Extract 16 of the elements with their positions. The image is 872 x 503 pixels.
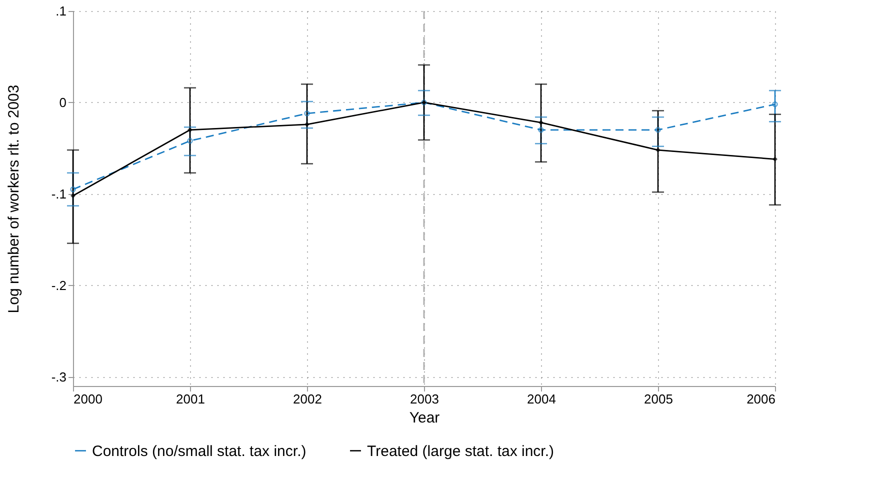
y-tick-label: -.3 <box>51 369 66 384</box>
x-tick-label: 2004 <box>527 392 556 406</box>
x-tick-label: 2000 <box>74 392 102 406</box>
x-tick-label: 2003 <box>410 392 439 406</box>
legend-label: Treated (large stat. tax incr.) <box>367 442 554 460</box>
y-tick-label: -.1 <box>51 186 66 202</box>
x-tick-label: 2005 <box>644 392 673 406</box>
x-tick-label: 2006 <box>746 392 776 406</box>
x-axis-title: Year <box>409 410 440 426</box>
y-tick-label: .1 <box>56 4 66 18</box>
y-tick-label: -.2 <box>51 278 66 293</box>
y-tick-label: 0 <box>59 94 66 110</box>
legend-label: Controls (no/small stat. tax incr.) <box>92 442 306 460</box>
x-tick-label: 2001 <box>176 392 205 406</box>
x-tick-label: 2002 <box>293 392 322 406</box>
y-axis-title: Log number of workers rlt. to 2003 <box>5 84 22 314</box>
